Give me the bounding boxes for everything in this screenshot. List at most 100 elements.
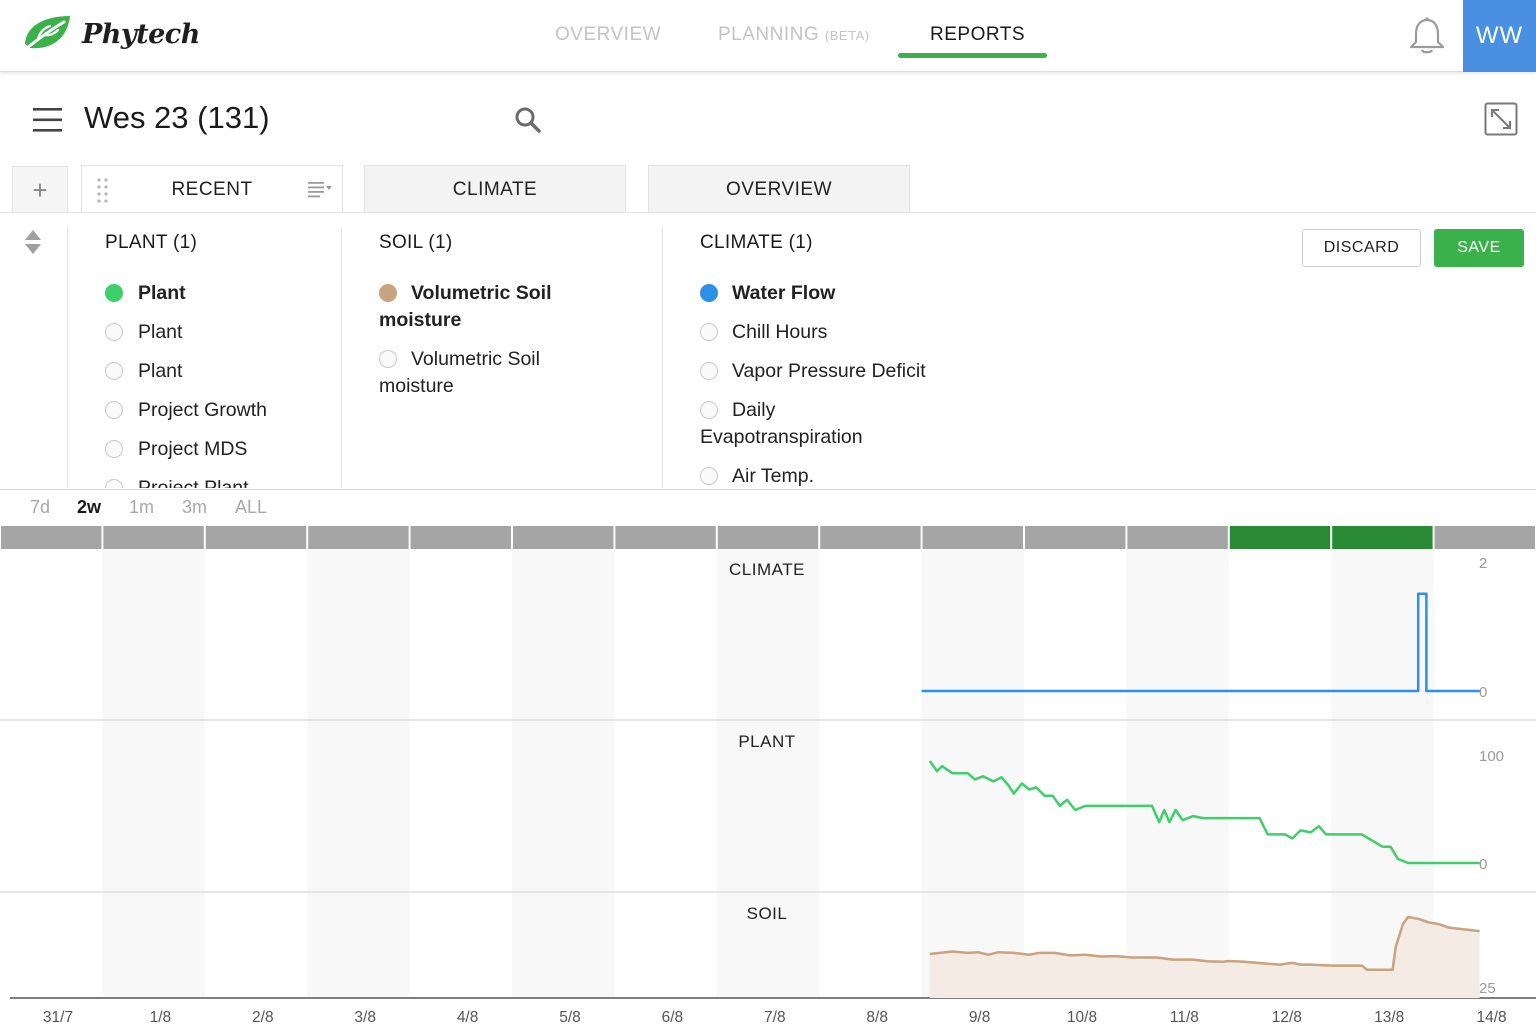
radio-unselected[interactable] — [105, 323, 123, 341]
range-3m[interactable]: 3m — [182, 497, 208, 517]
sensor-label: Plant — [138, 321, 183, 343]
sensor-label: Volumetric Soil — [411, 348, 540, 370]
add-tab-label: + — [32, 174, 48, 205]
day-bar-segment — [308, 526, 409, 549]
x-tick-label: 6/8 — [662, 1009, 684, 1026]
sensor-label: Plant — [138, 282, 186, 304]
radio-selected[interactable] — [700, 284, 718, 302]
y-tick-label: 100 — [1479, 748, 1504, 765]
sensor-label: Vapor Pressure Deficit — [732, 360, 926, 382]
nav-overview[interactable]: OVERVIEW — [555, 24, 661, 46]
x-tick-label: 11/8 — [1170, 1009, 1199, 1026]
save-label: SAVE — [1457, 239, 1501, 256]
panel-title-plant: PLANT — [738, 732, 795, 751]
search-button[interactable] — [514, 106, 542, 139]
day-bar-segment — [1434, 526, 1535, 549]
nav-reports[interactable]: REPORTS — [930, 24, 1025, 46]
day-bar-segment — [205, 526, 307, 549]
y-tick-label: 0 — [1479, 684, 1487, 701]
radio-unselected[interactable] — [700, 467, 718, 485]
tab-overview[interactable]: OVERVIEW — [648, 165, 910, 213]
day-bar-segment — [820, 526, 921, 549]
range-divider — [0, 489, 1536, 490]
x-tick-label: 2/8 — [252, 1009, 274, 1026]
day-bar-segment-selected — [1332, 526, 1433, 549]
drag-handle-icon[interactable] — [97, 178, 109, 204]
x-tick-label: 8/8 — [866, 1009, 888, 1026]
range-7d[interactable]: 7d — [30, 497, 51, 517]
page-title: Wes 23 (131) — [84, 100, 270, 135]
radio-unselected[interactable] — [700, 362, 718, 380]
radio-selected[interactable] — [379, 284, 397, 302]
sensor-lists: Plant Plant Plant Project Growth Project… — [0, 220, 1536, 488]
climate-column-heading: CLIMATE (1) — [700, 232, 813, 253]
day-column-shade — [102, 549, 205, 998]
day-bar-segment — [410, 526, 511, 549]
sensor-label: Water Flow — [732, 282, 836, 304]
hamburger-icon — [33, 108, 62, 132]
sort-icon[interactable] — [24, 229, 42, 255]
user-avatar[interactable]: WW — [1463, 0, 1536, 72]
sensor-label: Project MDS — [138, 438, 248, 460]
save-button[interactable]: SAVE — [1434, 229, 1524, 267]
discard-label: DISCARD — [1323, 239, 1400, 256]
day-bar-segment-selected — [1229, 526, 1331, 549]
tab-climate-label: CLIMATE — [452, 178, 538, 200]
day-bar-segment — [513, 526, 614, 549]
nav-overview-label: OVERVIEW — [555, 24, 662, 45]
day-bar-segment — [103, 526, 204, 549]
radio-unselected[interactable] — [105, 440, 123, 458]
x-tick-label: 12/8 — [1272, 1009, 1302, 1026]
brand-name: Phytech — [82, 18, 200, 50]
sensor-label: Project Growth — [138, 399, 267, 421]
brand-logo[interactable]: Phytech — [22, 14, 200, 54]
radio-selected[interactable] — [105, 284, 123, 302]
search-icon — [515, 107, 541, 133]
tab-overview-label: OVERVIEW — [725, 178, 833, 200]
nav-active-indicator — [898, 53, 1047, 58]
discard-button[interactable]: DISCARD — [1302, 229, 1421, 267]
radio-unselected[interactable] — [105, 362, 123, 380]
day-bar-segment — [1, 526, 102, 549]
top-navigation-bar: Phytech OVERVIEW PLANNING (BETA) REPORTS… — [0, 0, 1536, 72]
tab-climate[interactable]: CLIMATE — [364, 165, 626, 213]
series-line-climate — [921, 592, 1480, 693]
radio-unselected[interactable] — [105, 401, 123, 419]
series-area-soil — [929, 917, 1480, 998]
sensor-label: Air Temp. — [732, 465, 814, 487]
bell-icon — [1409, 17, 1445, 54]
leaf-icon — [25, 16, 70, 49]
tab-options-icon[interactable] — [308, 182, 332, 198]
x-tick-label: 10/8 — [1067, 1009, 1097, 1026]
x-tick-label: 1/8 — [150, 1009, 172, 1026]
sensor-label: Project Plant — [138, 477, 249, 488]
column-divider — [662, 228, 663, 488]
panel-title-climate: CLIMATE — [729, 560, 805, 579]
nav-planning[interactable]: PLANNING (BETA) — [718, 24, 870, 46]
day-column-shade — [512, 549, 615, 998]
tab-recent[interactable]: RECENT — [81, 165, 343, 214]
tabs-divider — [0, 212, 1536, 213]
range-all[interactable]: ALL — [235, 497, 268, 517]
radio-unselected[interactable] — [700, 401, 718, 419]
radio-unselected[interactable] — [105, 479, 123, 488]
x-tick-label: 4/8 — [457, 1009, 479, 1026]
soil-column-heading: SOIL (1) — [379, 232, 453, 253]
column-divider — [67, 228, 68, 488]
notifications-button[interactable] — [1406, 16, 1448, 61]
menu-button[interactable] — [33, 107, 63, 138]
radio-unselected[interactable] — [700, 323, 718, 341]
radio-unselected[interactable] — [379, 350, 397, 368]
series-line-plant — [928, 760, 1480, 865]
expand-icon — [1484, 102, 1518, 136]
range-1m[interactable]: 1m — [129, 497, 155, 517]
day-column-shade — [307, 549, 410, 998]
range-2w[interactable]: 2w — [77, 497, 102, 517]
series-line-soil — [929, 915, 1480, 972]
sensor-chart[interactable]: CLIMATE 2 0 PLANT 100 0 SOIL 25 31/7 1/8 2/8 3/8 4/8… — [0, 524, 1536, 1035]
x-tick-label: 14/8 — [1477, 1009, 1507, 1026]
day-bar-segment — [1025, 526, 1126, 549]
y-tick-label: 0 — [1479, 856, 1487, 873]
fullscreen-button[interactable] — [1484, 102, 1518, 141]
add-tab-button[interactable]: + — [12, 166, 68, 213]
